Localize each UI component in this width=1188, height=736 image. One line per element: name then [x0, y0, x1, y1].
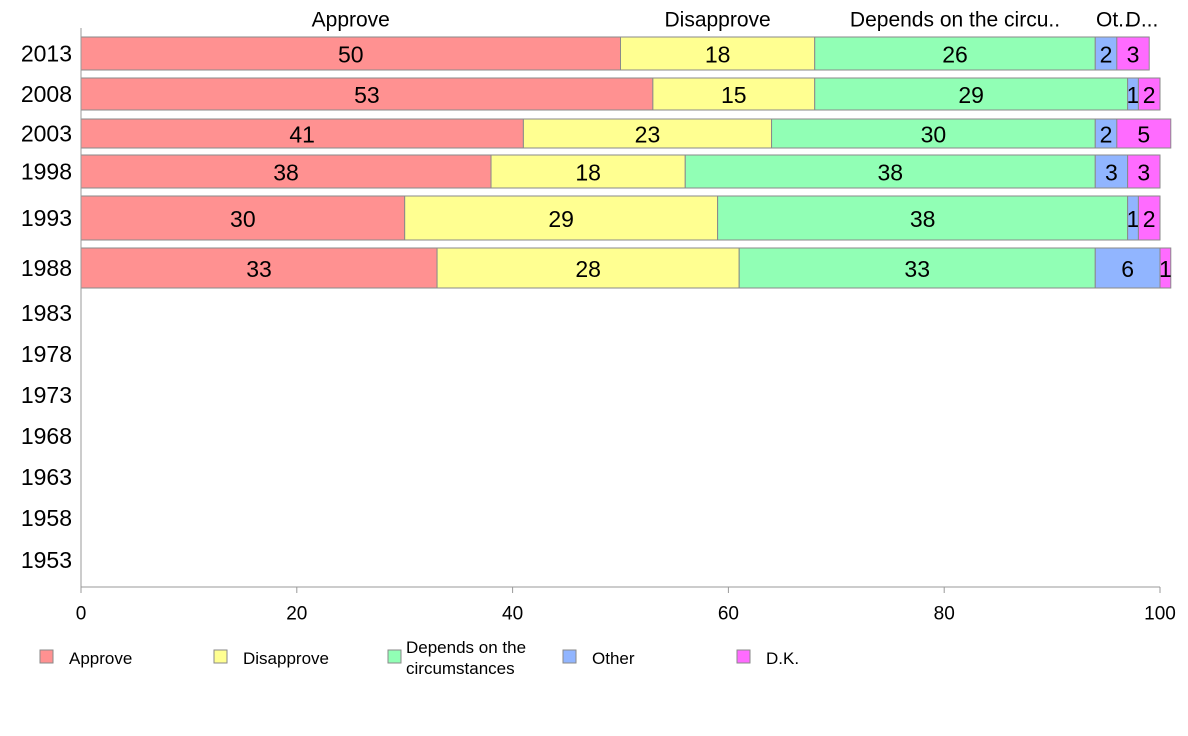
- value-label-depends-on-the-circumstances-1998: 38: [877, 160, 903, 186]
- x-tick-label-80: 80: [934, 604, 955, 625]
- legend-swatch-depends-on-the-circumstances: [387, 649, 402, 664]
- value-label-other-2003: 2: [1100, 122, 1113, 148]
- legend-swatch-disapprove: [213, 649, 228, 664]
- x-tick-label-0: 0: [76, 604, 87, 625]
- x-tick-label-20: 20: [286, 604, 307, 625]
- column-header-depends-on-the-circumstances: Depends on the circu..: [850, 9, 1060, 32]
- legend-label-approve: Approve: [69, 649, 132, 668]
- value-label-other-2013: 2: [1100, 42, 1113, 68]
- value-label-d-k-2008: 2: [1143, 82, 1156, 108]
- bar-depends-on-the-circumstances-1993: [717, 195, 1129, 241]
- value-label-depends-on-the-circumstances-2003: 30: [921, 122, 947, 148]
- column-header-approve: Approve: [312, 9, 390, 32]
- value-label-approve-1988: 33: [246, 256, 272, 282]
- bar-depends-on-the-circumstances-1998: [684, 154, 1096, 189]
- column-header-d-k: D...: [1126, 9, 1159, 32]
- year-label-2008: 2008: [21, 81, 72, 107]
- value-label-approve-2003: 41: [289, 122, 315, 148]
- bar-d-k-2008: [1137, 77, 1161, 111]
- year-label-1983: 1983: [21, 300, 72, 326]
- bar-d-k-1988: [1159, 247, 1172, 289]
- bar-approve-2008: [80, 77, 654, 111]
- year-label-1978: 1978: [21, 341, 72, 367]
- value-label-other-1988: 6: [1121, 256, 1134, 282]
- bar-other-1988: [1094, 247, 1161, 289]
- year-label-1963: 1963: [21, 464, 72, 490]
- value-label-disapprove-2008: 15: [721, 82, 747, 108]
- legend-label-line: Disapprove: [243, 649, 329, 668]
- year-label-2003: 2003: [21, 121, 72, 147]
- year-label-1968: 1968: [21, 423, 72, 449]
- value-label-approve-1998: 38: [273, 160, 299, 186]
- value-label-d-k-2013: 3: [1127, 42, 1140, 68]
- bar-approve-2003: [80, 118, 524, 149]
- bar-approve-1988: [80, 247, 438, 289]
- bar-depends-on-the-circumstances-2003: [771, 118, 1096, 149]
- year-label-1973: 1973: [21, 382, 72, 408]
- bar-disapprove-2013: [620, 36, 816, 71]
- column-header-disapprove: Disapprove: [664, 9, 770, 32]
- year-label-2013: 2013: [21, 41, 72, 67]
- bar-disapprove-2008: [652, 77, 816, 111]
- bar-d-k-2003: [1116, 118, 1172, 149]
- legend-label-other: Other: [592, 649, 635, 668]
- legend-label-line: Other: [592, 649, 635, 668]
- year-label-1993: 1993: [21, 205, 72, 231]
- value-label-approve-2008: 53: [354, 82, 380, 108]
- value-label-other-2008: 1: [1127, 82, 1140, 108]
- year-label-1958: 1958: [21, 505, 72, 531]
- legend-label-disapprove: Disapprove: [243, 649, 329, 668]
- year-label-1953: 1953: [21, 547, 72, 573]
- value-label-disapprove-2003: 23: [635, 122, 661, 148]
- legend-label-line: Depends on the: [406, 638, 526, 657]
- bar-d-k-1998: [1127, 154, 1161, 189]
- x-tick-label-60: 60: [718, 604, 739, 625]
- legend-label-line: Approve: [69, 649, 132, 668]
- x-tick-label-100: 100: [1144, 604, 1176, 625]
- bar-d-k-1993: [1137, 195, 1161, 241]
- bar-depends-on-the-circumstances-2013: [814, 36, 1096, 71]
- value-label-depends-on-the-circumstances-2013: 26: [942, 42, 968, 68]
- legend-swatch-other: [562, 649, 577, 664]
- bar-disapprove-1998: [490, 154, 686, 189]
- value-label-disapprove-1998: 18: [575, 160, 601, 186]
- bar-approve-1998: [80, 154, 492, 189]
- bar-approve-2013: [80, 36, 621, 71]
- bar-depends-on-the-circumstances-1988: [738, 247, 1096, 289]
- value-label-disapprove-2013: 18: [705, 42, 731, 68]
- legend-label-depends-on-the-circumstances: Depends on the circumstances: [406, 638, 526, 678]
- legend-swatch-approve: [39, 649, 54, 664]
- bar-disapprove-1993: [404, 195, 719, 241]
- column-header-other: Ot..: [1096, 9, 1130, 32]
- value-label-d-k-1988: 1: [1159, 256, 1172, 282]
- year-label-1988: 1988: [21, 255, 72, 281]
- legend-swatch-d-k: [736, 649, 751, 664]
- legend-label-d-k: D.K.: [766, 649, 799, 668]
- value-label-d-k-1998: 3: [1137, 160, 1150, 186]
- value-label-depends-on-the-circumstances-1993: 38: [910, 206, 936, 232]
- bar-d-k-2013: [1116, 36, 1150, 71]
- value-label-disapprove-1988: 28: [575, 256, 601, 282]
- year-label-1998: 1998: [21, 159, 72, 185]
- legend-label-line: D.K.: [766, 649, 799, 668]
- value-label-other-1993: 1: [1127, 206, 1140, 232]
- bar-disapprove-1988: [436, 247, 740, 289]
- value-label-d-k-2003: 5: [1137, 122, 1150, 148]
- value-label-depends-on-the-circumstances-1988: 33: [904, 256, 930, 282]
- value-label-d-k-1993: 2: [1143, 206, 1156, 232]
- x-tick-label-40: 40: [502, 604, 523, 625]
- value-label-approve-2013: 50: [338, 42, 364, 68]
- bar-other-1998: [1094, 154, 1129, 189]
- value-label-other-1998: 3: [1105, 160, 1118, 186]
- value-label-depends-on-the-circumstances-2008: 29: [958, 82, 984, 108]
- legend-label-line: circumstances: [406, 659, 515, 678]
- value-label-disapprove-1993: 29: [548, 206, 574, 232]
- value-label-approve-1993: 30: [230, 206, 256, 232]
